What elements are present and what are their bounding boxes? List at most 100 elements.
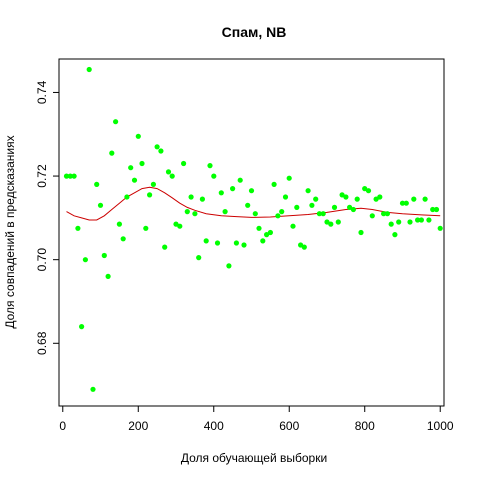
x-axis-label: Доля обучающей выборки xyxy=(181,451,327,465)
data-point xyxy=(426,217,432,223)
data-point xyxy=(154,144,160,150)
data-point xyxy=(63,173,70,179)
data-point xyxy=(328,221,334,227)
data-point xyxy=(264,232,270,238)
data-point xyxy=(350,206,356,213)
data-point xyxy=(316,211,322,217)
data-point xyxy=(256,225,262,231)
y-axis-label: Доля совпадений в предсказаниях xyxy=(3,135,17,328)
data-point xyxy=(169,173,175,179)
data-point xyxy=(75,225,81,231)
data-point xyxy=(71,173,77,179)
data-point xyxy=(82,257,88,263)
data-point xyxy=(211,173,217,179)
data-point xyxy=(362,186,368,192)
data-point xyxy=(181,160,187,167)
data-point xyxy=(282,194,289,200)
data-point xyxy=(294,204,300,210)
data-point xyxy=(418,217,424,223)
x-axis: 0 200 400 600 800 1000 xyxy=(59,406,454,433)
data-point xyxy=(290,223,296,229)
data-point xyxy=(188,194,194,200)
data-point xyxy=(147,192,153,198)
data-point xyxy=(86,66,92,73)
data-point xyxy=(128,165,134,171)
data-point xyxy=(135,133,141,139)
data-point xyxy=(196,255,202,261)
data-point xyxy=(177,223,183,229)
y-tick-label: 0.72 xyxy=(35,164,49,188)
data-point xyxy=(437,225,443,231)
data-point xyxy=(165,169,172,175)
data-point xyxy=(94,181,100,187)
data-point xyxy=(384,211,390,217)
data-point xyxy=(433,206,440,213)
data-point xyxy=(230,186,236,192)
data-point xyxy=(214,240,221,246)
data-point xyxy=(320,211,326,217)
data-point xyxy=(233,240,239,246)
data-point xyxy=(399,200,406,206)
data-point xyxy=(354,196,360,202)
data-point xyxy=(369,213,375,219)
data-point xyxy=(199,196,205,202)
data-point xyxy=(184,209,190,215)
data-point xyxy=(343,194,349,200)
data-point xyxy=(237,177,243,183)
data-point xyxy=(139,160,145,167)
data-point xyxy=(105,273,111,279)
data-point xyxy=(422,196,428,202)
data-point xyxy=(430,206,436,213)
data-point xyxy=(260,238,266,244)
data-point xyxy=(173,221,179,227)
data-point xyxy=(358,229,364,236)
data-point xyxy=(79,324,85,330)
data-point xyxy=(162,244,168,250)
data-point xyxy=(381,211,387,217)
data-point xyxy=(407,219,413,225)
data-point xyxy=(347,204,353,210)
data-point xyxy=(286,175,292,181)
chart-title: Спам, NB xyxy=(222,24,287,40)
data-point xyxy=(252,211,258,217)
data-point xyxy=(158,148,164,154)
x-tick-label: 1000 xyxy=(427,419,454,433)
data-point xyxy=(109,150,115,156)
plot-frame xyxy=(58,58,445,407)
data-point xyxy=(124,194,130,200)
data-point xyxy=(241,242,247,248)
x-tick-label: 400 xyxy=(204,419,224,433)
data-point xyxy=(392,232,398,238)
data-point xyxy=(324,219,330,225)
data-point xyxy=(365,188,372,194)
data-point xyxy=(245,202,251,208)
data-point xyxy=(388,221,394,227)
data-point xyxy=(396,219,402,225)
data-point xyxy=(301,244,307,250)
data-point xyxy=(150,181,156,187)
data-point xyxy=(97,202,104,208)
data-point xyxy=(267,229,273,236)
data-point xyxy=(415,217,421,223)
data-point xyxy=(143,225,149,231)
smooth-curve xyxy=(66,186,441,221)
data-point xyxy=(309,202,315,208)
data-point xyxy=(275,213,281,219)
data-point xyxy=(203,238,209,244)
data-point xyxy=(67,173,73,179)
data-point xyxy=(222,209,228,215)
data-point xyxy=(120,236,126,242)
data-point xyxy=(226,263,232,269)
x-tick-label: 0 xyxy=(59,419,66,433)
data-point xyxy=(218,190,224,196)
x-tick-label: 800 xyxy=(355,419,375,433)
y-tick-label: 0.68 xyxy=(35,331,49,355)
data-point xyxy=(339,192,345,198)
data-point xyxy=(116,221,122,227)
y-axis: 0.68 0.70 0.72 0.74 xyxy=(35,80,59,355)
x-tick-label: 200 xyxy=(128,419,148,433)
x-tick-label: 600 xyxy=(279,419,299,433)
data-points xyxy=(63,66,443,392)
data-point xyxy=(131,177,138,183)
data-point xyxy=(271,181,277,187)
